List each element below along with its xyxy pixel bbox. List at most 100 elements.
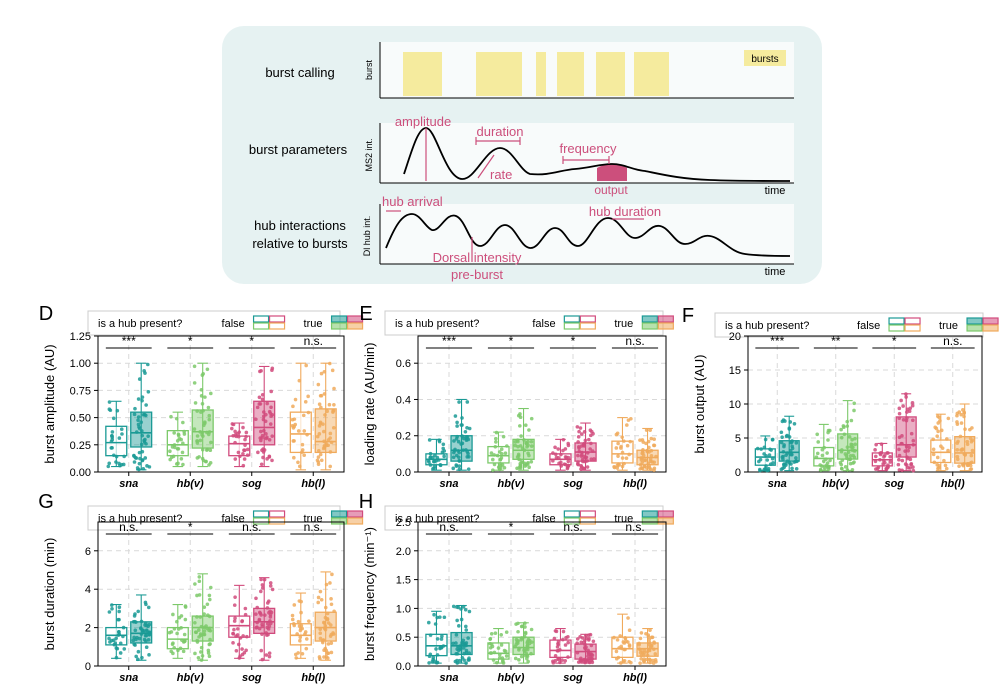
data-point <box>233 616 237 621</box>
data-point <box>262 577 267 582</box>
legend-swatch-false <box>579 517 596 525</box>
box-true-sog <box>574 632 597 665</box>
box-false-sog <box>549 437 572 471</box>
data-point <box>645 449 650 454</box>
data-point <box>815 432 820 437</box>
legend-swatch-true <box>982 317 999 325</box>
data-point <box>300 450 304 454</box>
data-point <box>765 458 770 462</box>
data-point <box>505 444 509 448</box>
data-point <box>770 456 775 461</box>
data-point <box>582 430 587 434</box>
legend-swatch-false <box>888 317 905 325</box>
data-point <box>556 456 561 460</box>
data-point <box>209 440 213 445</box>
data-point <box>847 435 852 439</box>
data-point <box>268 584 273 588</box>
data-point <box>525 445 529 449</box>
data-point <box>897 468 902 472</box>
data-point <box>588 652 593 657</box>
data-point <box>325 617 330 622</box>
data-point <box>133 455 138 460</box>
y-tick-label: 0.0 <box>396 661 411 673</box>
box-false-sog <box>549 628 572 665</box>
data-point <box>197 455 201 459</box>
data-point <box>331 425 336 430</box>
data-point <box>136 609 141 614</box>
data-point <box>199 410 203 414</box>
data-point <box>942 458 946 463</box>
data-point <box>259 438 263 443</box>
data-point <box>296 619 301 624</box>
data-point <box>906 448 910 453</box>
legend-swatch-true <box>641 517 658 525</box>
data-point <box>962 461 966 466</box>
x-tick-label: hb(l) <box>301 672 325 684</box>
data-point <box>501 434 506 439</box>
data-point <box>828 458 832 463</box>
x-tick-label: sog <box>242 672 262 684</box>
data-point <box>489 632 494 636</box>
data-point <box>328 361 332 366</box>
data-point <box>577 449 582 454</box>
data-point <box>848 454 853 458</box>
legend-box <box>384 505 664 531</box>
data-point <box>269 389 274 394</box>
data-point <box>254 612 258 616</box>
data-point <box>323 413 327 417</box>
data-point <box>116 633 121 637</box>
data-point <box>616 454 620 458</box>
data-point <box>839 462 844 467</box>
data-point <box>136 649 141 654</box>
data-point <box>136 397 141 401</box>
data-point <box>466 467 471 471</box>
data-point <box>455 618 459 623</box>
significance-label: n.s. <box>304 520 323 534</box>
data-point <box>785 459 790 464</box>
data-point <box>640 466 644 470</box>
data-point <box>319 393 324 398</box>
data-point <box>457 467 462 472</box>
data-point <box>324 648 329 653</box>
data-point <box>503 451 508 455</box>
legend: is a hub present? false true <box>87 310 364 336</box>
data-point <box>146 362 150 367</box>
data-point <box>519 654 524 659</box>
data-point <box>561 637 565 642</box>
data-point <box>901 417 906 422</box>
data-point <box>119 427 124 432</box>
data-point <box>171 612 175 617</box>
data-point <box>465 425 469 430</box>
data-point <box>183 604 188 608</box>
data-point <box>879 442 884 446</box>
data-point <box>267 654 272 659</box>
data-point <box>585 465 590 469</box>
data-point <box>265 606 270 610</box>
data-point <box>243 443 247 447</box>
data-point <box>648 428 652 432</box>
legend: is a hub present? false true <box>714 312 999 338</box>
data-point <box>454 464 459 468</box>
data-point <box>489 651 494 655</box>
data-point <box>497 450 502 454</box>
data-point <box>853 436 857 441</box>
data-point <box>627 452 631 457</box>
data-point <box>439 645 443 650</box>
burst-calling-area <box>380 42 794 98</box>
data-point <box>144 442 148 446</box>
data-point <box>492 462 497 467</box>
panel-letter: H <box>359 491 373 513</box>
data-point <box>316 600 321 605</box>
data-point <box>790 446 795 451</box>
data-point <box>207 654 212 659</box>
data-point <box>647 445 651 450</box>
data-point <box>937 415 941 420</box>
data-point <box>970 426 974 430</box>
data-point <box>639 631 644 635</box>
data-point <box>648 658 653 662</box>
legend-swatch-false <box>579 510 596 518</box>
data-point <box>328 464 333 469</box>
data-point <box>513 644 517 649</box>
data-point <box>494 436 498 441</box>
data-point <box>207 463 211 467</box>
